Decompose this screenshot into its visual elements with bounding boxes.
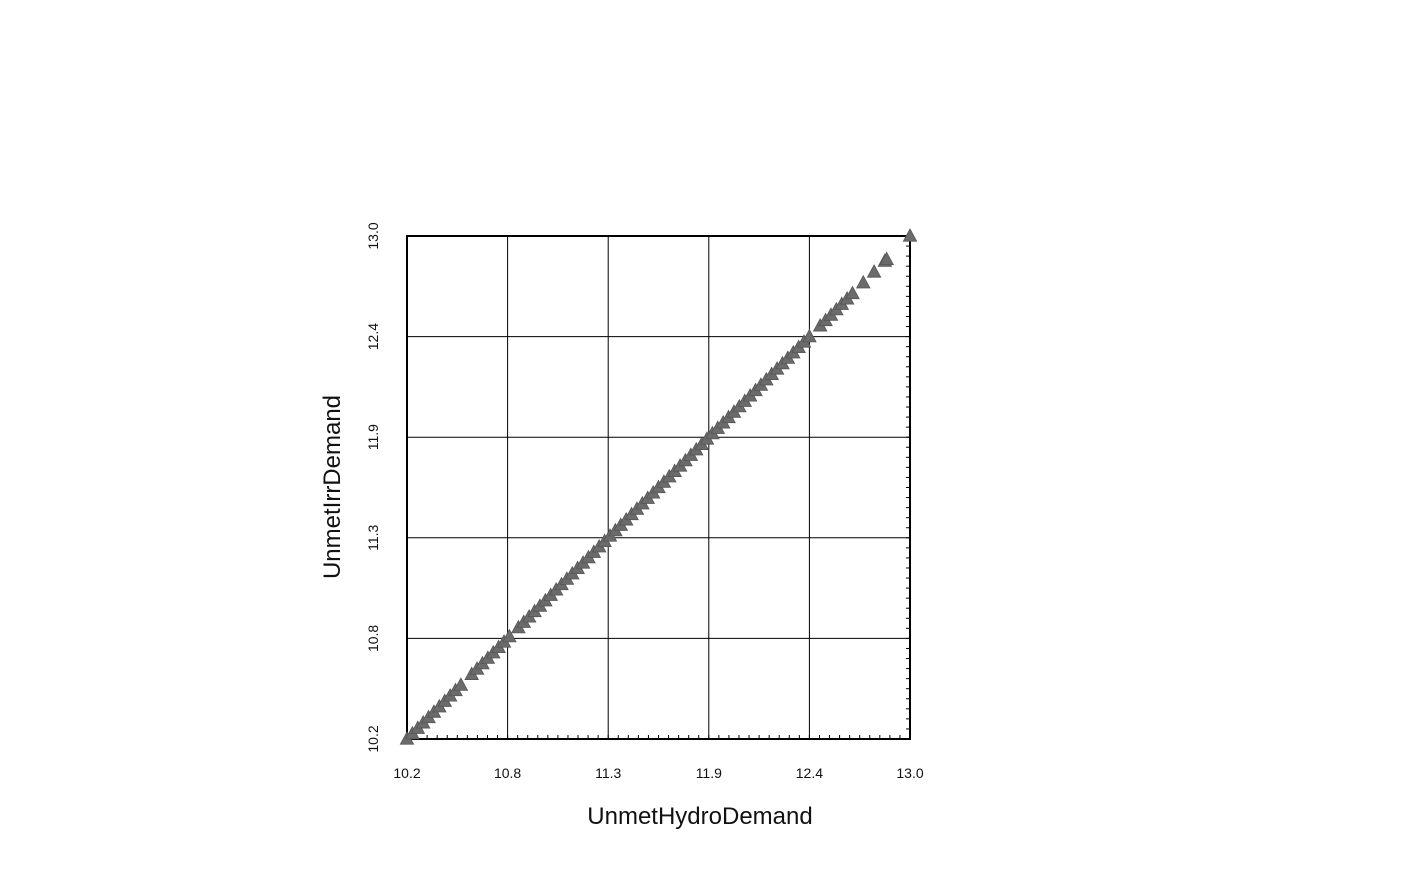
y-tick-label: 13.0: [365, 222, 381, 249]
data-point: [855, 274, 871, 289]
data-point: [845, 285, 860, 300]
y-tick-label: 10.8: [365, 625, 381, 652]
x-tick-label: 13.0: [896, 765, 923, 781]
y-axis-title: UnmetIrrDemand: [319, 395, 346, 579]
data-point: [802, 328, 817, 343]
x-axis-title: UnmetHydroDemand: [587, 803, 812, 830]
data-point: [879, 251, 894, 266]
y-tick-label: 10.2: [365, 725, 381, 752]
x-tick-label: 12.4: [796, 765, 823, 781]
data-markers: [399, 228, 918, 745]
data-point: [453, 677, 469, 691]
x-tick-label: 10.2: [393, 765, 420, 781]
plot-area: [399, 228, 918, 745]
x-tick-label: 11.3: [595, 765, 621, 781]
x-axis-tick-labels: 10.2 10.8 11.3 11.9 12.4 13.0: [393, 765, 923, 781]
data-point: [866, 264, 882, 278]
y-tick-label: 12.4: [365, 323, 381, 350]
x-tick-label: 10.8: [494, 765, 521, 781]
grid-lines: [407, 236, 910, 739]
y-tick-label: 11.9: [365, 424, 381, 450]
y-tick-label: 11.3: [365, 524, 381, 550]
plot-frame: [406, 235, 911, 740]
data-point: [902, 228, 918, 242]
x-tick-label: 11.9: [696, 765, 722, 781]
y-axis-tick-labels: 10.2 10.8 11.3 11.9 12.4 13.0: [365, 222, 381, 752]
data-point: [502, 628, 517, 643]
